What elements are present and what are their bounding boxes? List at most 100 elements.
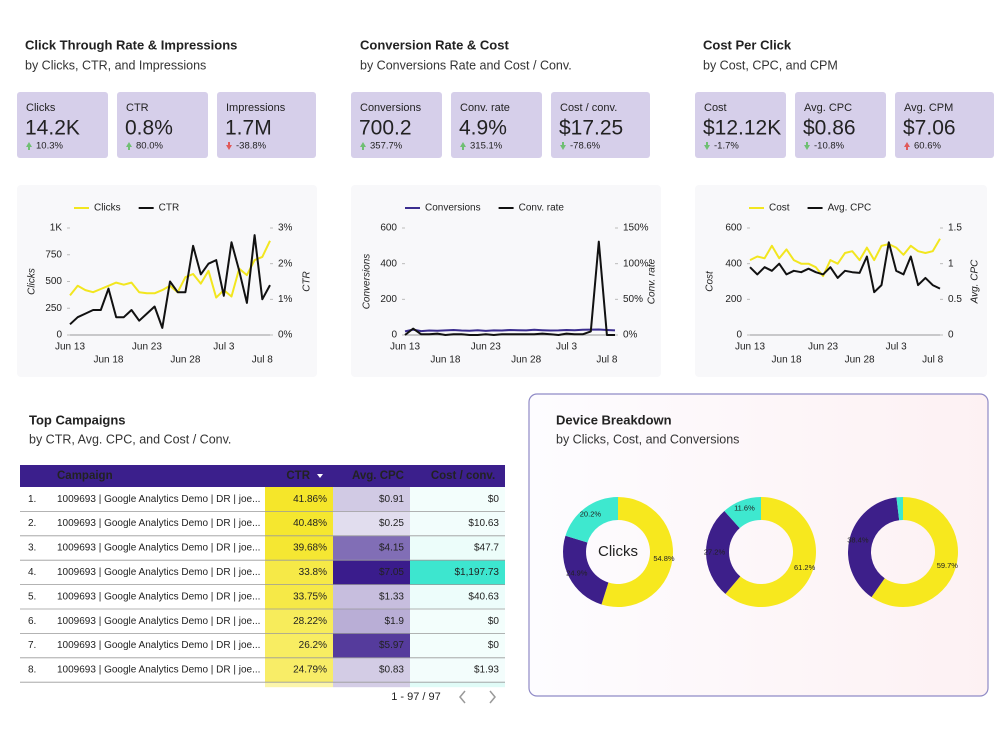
metric-cell: $1.93: [474, 665, 499, 676]
series-line: [404, 328, 616, 333]
legend-label: Conv. rate: [519, 203, 565, 214]
kpi-label: Avg. CPC: [804, 102, 852, 114]
y-tick-label: 500: [45, 276, 62, 287]
metric-cell: $0.25: [379, 518, 404, 529]
x-tick-label: Jul 8: [596, 355, 618, 366]
donut-slice[interactable]: [601, 496, 674, 607]
row-number: 2.: [28, 518, 36, 529]
center-label: Clicks: [598, 543, 638, 560]
donut-slice[interactable]: [565, 497, 618, 543]
metric-cell: $1.9: [385, 616, 405, 627]
donut-slice[interactable]: [563, 535, 609, 605]
metric-cell: 40.48%: [293, 518, 327, 529]
trend-stem: [806, 142, 808, 146]
y2-tick-label: 1.5: [948, 223, 962, 234]
x-tick-label: Jul 3: [886, 342, 908, 353]
y-tick-label: 600: [725, 223, 742, 234]
metric-cell: $0: [488, 494, 500, 505]
kpi-card: [17, 92, 108, 158]
series-line: [69, 234, 271, 329]
metric-cell: 26.2%: [299, 640, 327, 651]
slice-label: 11.6%: [734, 504, 755, 513]
campaign-name[interactable]: 1009693 | Google Analytics Demo | DR | j…: [57, 494, 260, 505]
column-header[interactable]: Campaign: [57, 470, 113, 482]
heat-cell: [265, 511, 333, 536]
campaign-name[interactable]: 1009693 | Google Analytics Demo | DR | j…: [57, 640, 260, 651]
metric-cell: $7.05: [379, 567, 404, 578]
x-tick-label: Jun 18: [772, 355, 802, 366]
table-title: Top Campaigns: [29, 412, 126, 427]
x-tick-label: Jun 13: [735, 342, 765, 353]
y2-tick-label: 1%: [278, 294, 293, 305]
heat-cell: [333, 511, 410, 536]
table-header: [20, 465, 505, 487]
campaign-name[interactable]: 1009693 | Google Analytics Demo | DR | j…: [57, 591, 260, 602]
kpi-value: $17.25: [559, 117, 623, 140]
row-number: 5.: [28, 591, 36, 602]
kpi-value: 4.9%: [459, 117, 507, 140]
kpi-value: 1.7M: [225, 117, 272, 140]
donut-slice[interactable]: [725, 497, 817, 607]
trend-arrow: [560, 145, 566, 150]
heat-cell: [265, 584, 333, 609]
campaign-name[interactable]: 1009693 | Google Analytics Demo | DR | j…: [57, 518, 260, 529]
prev-page[interactable]: [459, 690, 466, 704]
y-tick-label: 400: [380, 258, 397, 269]
device-subtitle: by Clicks, Cost, and Conversions: [556, 432, 739, 446]
kpi-label: Conv. rate: [460, 102, 510, 114]
column-header[interactable]: CTR: [286, 470, 310, 482]
donut-slice[interactable]: [871, 497, 959, 608]
heat-cell: [265, 657, 333, 683]
y2-axis-label: CTR: [302, 271, 313, 292]
kpi-card: [695, 92, 786, 158]
donut-slice[interactable]: [896, 497, 903, 521]
heat-cell: [410, 633, 505, 658]
x-tick-label: Jul 3: [213, 342, 235, 353]
section-title: Cost Per Click: [703, 37, 792, 52]
kpi-card: [451, 92, 542, 158]
x-tick-label: Jun 18: [430, 355, 460, 366]
x-tick-label: Jul 8: [252, 355, 274, 366]
row-number: 6.: [28, 616, 36, 627]
heat-cell: [410, 609, 505, 634]
donut-slice[interactable]: [724, 497, 761, 529]
y2-tick-label: 0%: [623, 330, 638, 341]
metric-cell: $47.7: [474, 543, 499, 554]
heat-cell: [333, 535, 410, 561]
kpi-change: 357.7%: [370, 141, 403, 152]
campaign-name[interactable]: 1009693 | Google Analytics Demo | DR | j…: [57, 665, 260, 676]
campaign-name[interactable]: 1009693 | Google Analytics Demo | DR | j…: [57, 616, 260, 627]
donut-slice[interactable]: [848, 497, 900, 598]
column-header[interactable]: Avg. CPC: [352, 470, 404, 482]
kpi-label: Cost: [704, 102, 727, 114]
heat-cell: [410, 487, 505, 512]
table-subtitle: by CTR, Avg. CPC, and Cost / Conv.: [29, 432, 231, 446]
kpi-value: 700.2: [359, 117, 412, 140]
section-subtitle: by Cost, CPC, and CPM: [703, 58, 838, 72]
x-tick-label: Jun 18: [93, 355, 123, 366]
campaign-name[interactable]: 1009693 | Google Analytics Demo | DR | j…: [57, 567, 260, 578]
slice-label: 61.2%: [794, 563, 816, 572]
y-axis-label: Clicks: [27, 268, 38, 295]
column-header[interactable]: Cost / conv.: [431, 470, 495, 482]
kpi-change: -1.7%: [714, 141, 739, 152]
donut-slice[interactable]: [705, 510, 741, 594]
x-tick-label: Jun 28: [845, 355, 875, 366]
heat-cell: [333, 487, 410, 512]
y-tick-label: 0: [736, 330, 742, 341]
metric-cell: 33.75%: [293, 591, 327, 602]
slice-label: 24.9%: [566, 569, 588, 578]
heat-cell: [410, 511, 505, 536]
chart-card: [695, 185, 987, 377]
metric-cell: $0.91: [379, 494, 404, 505]
trend-arrow: [126, 142, 132, 147]
heat-cell: [265, 633, 333, 658]
trend-arrow: [460, 142, 466, 147]
kpi-value: 14.2K: [25, 117, 80, 140]
y-tick-label: 1K: [50, 223, 63, 234]
legend-label: CTR: [159, 203, 180, 214]
y2-tick-label: 1: [948, 258, 954, 269]
next-page[interactable]: [489, 690, 496, 704]
campaign-name[interactable]: 1009693 | Google Analytics Demo | DR | j…: [57, 543, 260, 554]
x-tick-label: Jun 13: [55, 342, 85, 353]
